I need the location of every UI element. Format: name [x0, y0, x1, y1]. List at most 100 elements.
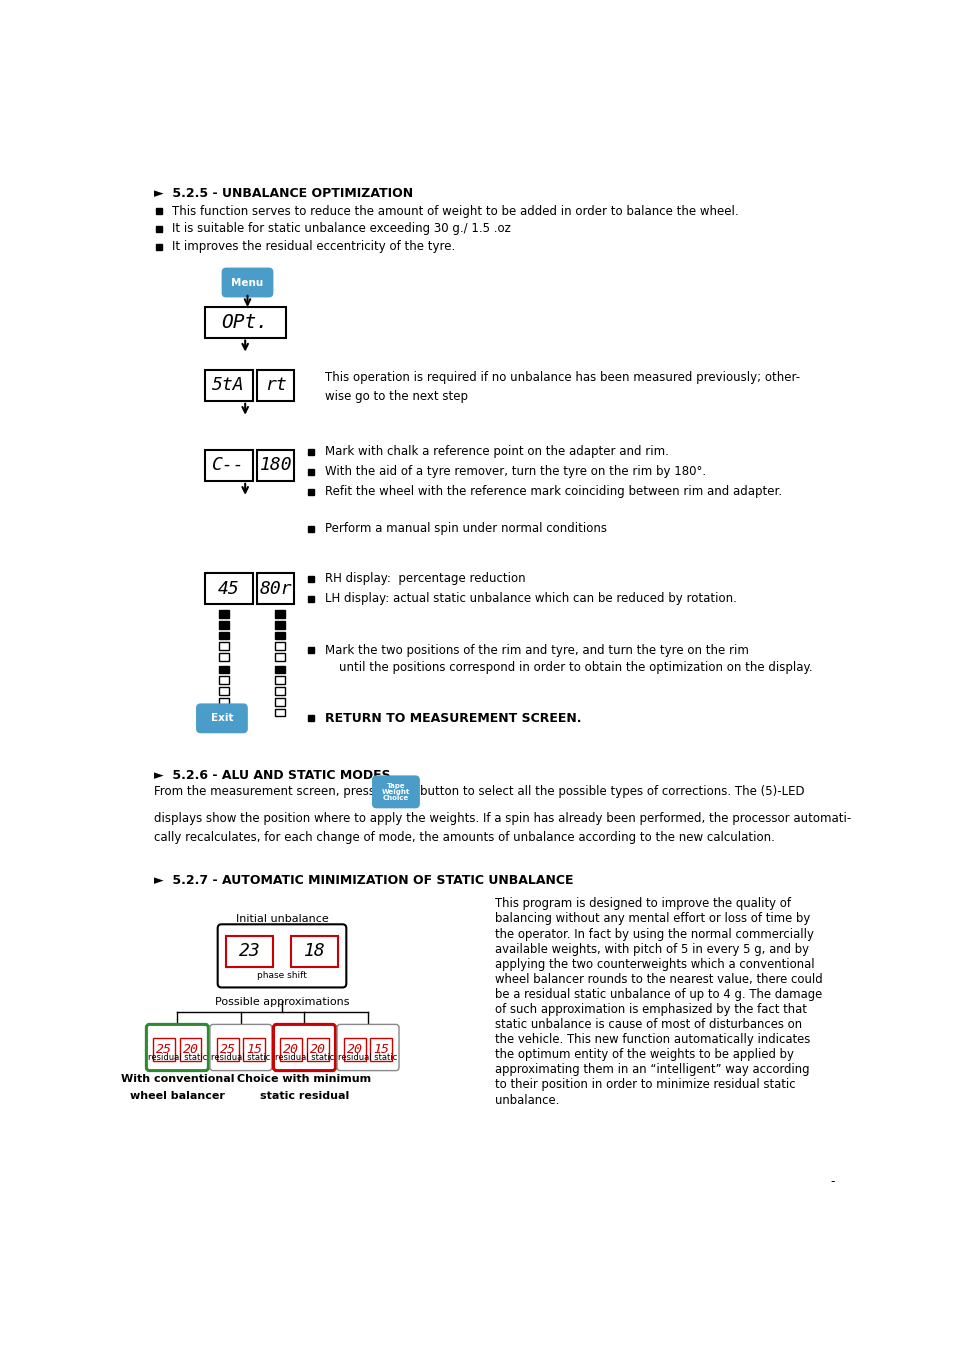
- Bar: [218, 698, 229, 706]
- Text: C--: C--: [212, 456, 245, 474]
- FancyBboxPatch shape: [196, 705, 247, 733]
- FancyBboxPatch shape: [217, 925, 346, 987]
- Text: residual static: residual static: [274, 1053, 334, 1062]
- Text: 15: 15: [373, 1044, 389, 1056]
- Text: This function serves to reduce the amount of weight to be added in order to bala: This function serves to reduce the amoun…: [172, 205, 738, 217]
- Text: the operator. In fact by using the normal commercially: the operator. In fact by using the norma…: [495, 927, 813, 941]
- Text: From the measurement screen, press the: From the measurement screen, press the: [154, 786, 398, 798]
- Bar: [344, 1038, 365, 1061]
- Bar: [307, 1038, 328, 1061]
- Bar: [257, 370, 294, 401]
- Text: static residual: static residual: [259, 1091, 349, 1100]
- Text: rt: rt: [265, 377, 286, 394]
- Text: Initial unbalance: Initial unbalance: [235, 914, 328, 925]
- Bar: [216, 1038, 238, 1061]
- Text: Exit: Exit: [211, 713, 233, 724]
- Bar: [218, 676, 229, 684]
- Text: 25: 25: [219, 1044, 235, 1056]
- Bar: [280, 1038, 302, 1061]
- Text: wheel balancer: wheel balancer: [130, 1091, 225, 1100]
- Text: Choice with minimum: Choice with minimum: [237, 1073, 371, 1084]
- Text: Tape: Tape: [386, 783, 405, 788]
- Text: the vehicle. This new function automatically indicates: the vehicle. This new function automatic…: [495, 1033, 809, 1046]
- Bar: [218, 610, 229, 618]
- Text: This operation is required if no unbalance has been measured previously; other-: This operation is required if no unbalan…: [324, 371, 799, 385]
- Text: wise go to the next step: wise go to the next step: [324, 390, 467, 402]
- Text: until the positions correspond in order to obtain the optimization on the displa: until the positions correspond in order …: [338, 662, 811, 675]
- Bar: [204, 450, 253, 481]
- Text: 23: 23: [238, 942, 260, 960]
- Bar: [275, 632, 285, 640]
- Bar: [275, 610, 285, 618]
- Text: 15: 15: [246, 1044, 262, 1056]
- FancyBboxPatch shape: [274, 1025, 335, 1071]
- Bar: [275, 687, 285, 695]
- Bar: [275, 621, 285, 629]
- Text: 20: 20: [283, 1044, 299, 1056]
- Text: RH display:  percentage reduction: RH display: percentage reduction: [324, 572, 525, 585]
- Bar: [218, 621, 229, 629]
- Text: 20: 20: [310, 1044, 325, 1056]
- Text: Weight: Weight: [381, 788, 410, 795]
- Text: ►  5.2.5 - UNBALANCE OPTIMIZATION: ► 5.2.5 - UNBALANCE OPTIMIZATION: [154, 186, 413, 200]
- Text: Possible approximations: Possible approximations: [214, 998, 349, 1007]
- Text: This program is designed to improve the quality of: This program is designed to improve the …: [495, 898, 790, 910]
- Text: available weights, with pitch of 5 in every 5 g, and by: available weights, with pitch of 5 in ev…: [495, 942, 808, 956]
- Text: cally recalculates, for each change of mode, the amounts of unbalance according : cally recalculates, for each change of m…: [154, 830, 774, 844]
- Text: 80r: 80r: [259, 579, 292, 598]
- Text: Mark the two positions of the rim and tyre, and turn the tyre on the rim: Mark the two positions of the rim and ty…: [324, 644, 748, 656]
- Text: 20: 20: [347, 1044, 362, 1056]
- Text: applying the two counterweights which a conventional: applying the two counterweights which a …: [495, 957, 814, 971]
- Text: button to select all the possible types of corrections. The (5)-LED: button to select all the possible types …: [419, 786, 803, 798]
- FancyBboxPatch shape: [373, 776, 418, 807]
- Text: static unbalance is cause of most of disturbances on: static unbalance is cause of most of dis…: [495, 1018, 801, 1031]
- FancyBboxPatch shape: [146, 1025, 208, 1071]
- Text: Refit the wheel with the reference mark coinciding between rim and adapter.: Refit the wheel with the reference mark …: [324, 485, 781, 498]
- Text: residual static: residual static: [211, 1053, 271, 1062]
- Bar: [257, 574, 294, 603]
- Text: RETURN TO MEASUREMENT SCREEN.: RETURN TO MEASUREMENT SCREEN.: [324, 711, 580, 725]
- Bar: [257, 450, 294, 481]
- Text: Choice: Choice: [382, 795, 409, 801]
- Text: the optimum entity of the weights to be applied by: the optimum entity of the weights to be …: [495, 1048, 793, 1061]
- Bar: [275, 709, 285, 717]
- Text: Menu: Menu: [232, 278, 263, 288]
- Text: 180: 180: [259, 456, 292, 474]
- Text: wheel balancer rounds to the nearest value, there could: wheel balancer rounds to the nearest val…: [495, 973, 821, 985]
- Bar: [275, 676, 285, 684]
- Text: 5tA: 5tA: [212, 377, 245, 394]
- Text: ►  5.2.7 - AUTOMATIC MINIMIZATION OF STATIC UNBALANCE: ► 5.2.7 - AUTOMATIC MINIMIZATION OF STAT…: [154, 875, 573, 887]
- Text: -: -: [829, 1174, 834, 1188]
- Bar: [275, 653, 285, 662]
- Text: Mark with chalk a reference point on the adapter and rim.: Mark with chalk a reference point on the…: [324, 446, 668, 458]
- Text: to their position in order to minimize residual static: to their position in order to minimize r…: [495, 1079, 795, 1091]
- FancyBboxPatch shape: [222, 269, 273, 297]
- Bar: [370, 1038, 392, 1061]
- Bar: [218, 632, 229, 640]
- Text: OPt.: OPt.: [221, 313, 269, 332]
- Text: residual static: residual static: [148, 1053, 207, 1062]
- Bar: [218, 643, 229, 651]
- Text: approximating them in an “intelligent” way according: approximating them in an “intelligent” w…: [495, 1064, 809, 1076]
- Bar: [218, 709, 229, 717]
- Text: of such approximation is emphasized by the fact that: of such approximation is emphasized by t…: [495, 1003, 806, 1017]
- Text: be a residual static unbalance of up to 4 g. The damage: be a residual static unbalance of up to …: [495, 988, 821, 1000]
- Text: Perform a manual spin under normal conditions: Perform a manual spin under normal condi…: [324, 522, 606, 535]
- Text: 20: 20: [182, 1044, 198, 1056]
- Bar: [218, 666, 229, 674]
- Text: 18: 18: [303, 942, 325, 960]
- Bar: [204, 370, 253, 401]
- Text: residual static: residual static: [338, 1053, 397, 1062]
- Bar: [218, 653, 229, 662]
- Bar: [275, 698, 285, 706]
- Bar: [204, 574, 253, 603]
- Bar: [218, 687, 229, 695]
- FancyBboxPatch shape: [210, 1025, 272, 1071]
- Text: It improves the residual eccentricity of the tyre.: It improves the residual eccentricity of…: [172, 240, 455, 254]
- Text: ►  5.2.6 - ALU AND STATIC MODES: ► 5.2.6 - ALU AND STATIC MODES: [154, 768, 391, 782]
- Bar: [226, 936, 273, 967]
- Text: displays show the position where to apply the weights. If a spin has already bee: displays show the position where to appl…: [154, 813, 850, 825]
- Bar: [291, 936, 337, 967]
- Text: phase shift: phase shift: [256, 972, 307, 980]
- Bar: [243, 1038, 265, 1061]
